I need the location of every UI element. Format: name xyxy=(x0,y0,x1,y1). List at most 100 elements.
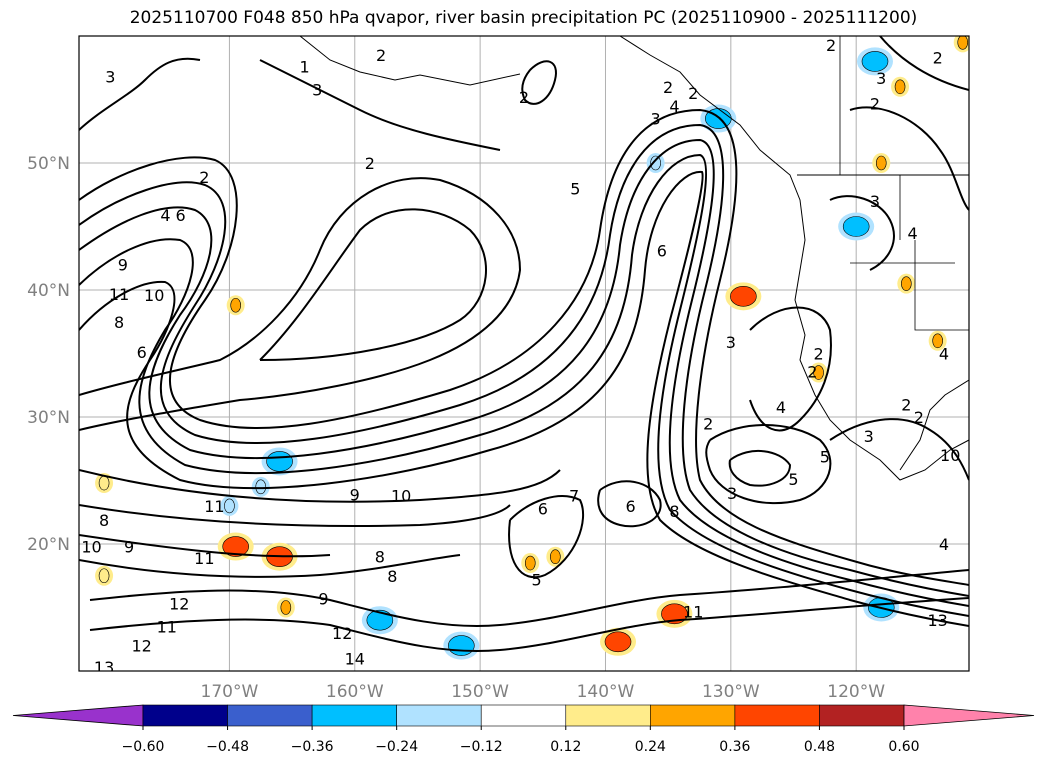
contour-label: 7 xyxy=(569,487,579,506)
lat-tick-label: 30°N xyxy=(27,408,70,428)
contour-label: 4 xyxy=(669,97,679,116)
precip-core xyxy=(266,451,293,472)
contour-line xyxy=(705,424,832,505)
precip-core xyxy=(842,216,870,237)
lon-tick-label: 160°W xyxy=(326,682,384,702)
lat-tick-label: 50°N xyxy=(27,154,70,174)
precip-blob xyxy=(600,627,637,656)
colorbar-tick-label: 0.60 xyxy=(888,739,919,755)
colorbar-tick-label: 0.12 xyxy=(550,739,581,755)
contour-label: 2 xyxy=(826,36,836,55)
precip-blob xyxy=(361,606,398,635)
contour-label: 2 xyxy=(901,395,911,414)
contour-label: 12 xyxy=(169,595,189,614)
precip-core xyxy=(524,555,536,571)
contour-label: 8 xyxy=(387,567,397,586)
precip-core xyxy=(448,635,475,656)
colorbar-bin xyxy=(142,704,228,727)
contour-label: 4 xyxy=(160,206,170,225)
contour-label: 3 xyxy=(651,110,661,129)
contour-label: 6 xyxy=(625,497,635,516)
precip-blob xyxy=(276,597,295,618)
colorbar-tick-label: −0.48 xyxy=(206,739,249,755)
precip-core xyxy=(366,609,394,631)
contour-line xyxy=(728,449,792,487)
latitude-tick-labels: 50°N 40°N 30°N 20°N xyxy=(27,154,70,555)
precip-blob xyxy=(897,273,916,294)
colorbar-tick-label: 0.48 xyxy=(804,739,835,755)
precip-core xyxy=(957,36,969,50)
west-coast xyxy=(619,36,969,481)
chart-title: 2025110700 F048 850 hPa qvapor, river ba… xyxy=(129,8,918,28)
contour-line xyxy=(79,554,461,578)
contour-label: 4 xyxy=(776,398,786,417)
precip-blob xyxy=(95,473,114,494)
contour-label: 4 xyxy=(939,345,949,364)
precip-core xyxy=(98,568,110,584)
baja-coast xyxy=(899,379,969,471)
longitude-tick-labels: 170°W 160°W 150°W 140°W 130°W 120°W xyxy=(201,682,886,702)
lon-tick-label: 170°W xyxy=(201,682,259,702)
colorbar-bin xyxy=(396,704,482,727)
colorbar-tick-label: −0.12 xyxy=(460,739,503,755)
contour-label: 3 xyxy=(726,333,736,352)
contour-label: 11 xyxy=(109,285,129,304)
precip-blob xyxy=(856,47,893,76)
contour-label: 5 xyxy=(820,447,830,466)
contour-label: 10 xyxy=(81,538,101,557)
contour-label: 2 xyxy=(914,408,924,427)
colorbar-bin xyxy=(480,704,567,727)
contour-line xyxy=(79,469,561,503)
precip-core xyxy=(98,475,110,491)
contour-label: 2 xyxy=(365,154,375,173)
contour-line xyxy=(79,138,969,607)
contour-label: 3 xyxy=(727,484,737,503)
contour-label: 10 xyxy=(391,487,411,506)
contour-label: 4 xyxy=(907,224,917,243)
colorbar-bin xyxy=(734,704,820,727)
contour-line xyxy=(79,57,201,131)
contour-label: 6 xyxy=(137,343,147,362)
contour-label: 3 xyxy=(312,80,322,99)
contour-line xyxy=(521,60,557,105)
precip-blob xyxy=(521,553,540,574)
contour-label: 13 xyxy=(94,658,114,677)
precip-blob xyxy=(251,476,270,497)
colorbar-bin xyxy=(565,704,651,727)
contour-line xyxy=(879,36,969,91)
coastlines xyxy=(299,36,969,481)
precip-core xyxy=(813,365,824,380)
contour-line xyxy=(749,306,832,432)
precip-blob xyxy=(872,153,891,173)
qvapor-contours xyxy=(79,36,969,652)
alaska-coast xyxy=(299,36,521,86)
lon-tick-label: 150°W xyxy=(451,682,509,702)
precip-blob xyxy=(226,295,245,316)
contour-line xyxy=(79,153,969,617)
precip-blob xyxy=(546,546,565,567)
map-frame xyxy=(78,35,970,672)
contour-line xyxy=(79,504,511,527)
contour-label: 2 xyxy=(933,49,943,68)
precip-blob xyxy=(646,153,665,173)
colorbar-tick-label: 0.36 xyxy=(719,739,750,755)
contour-label: 5 xyxy=(531,571,541,590)
precip-blob xyxy=(220,495,239,516)
precip-core xyxy=(875,155,887,171)
precip-blob xyxy=(953,36,969,53)
precip-core xyxy=(604,631,632,653)
contour-label: 2 xyxy=(519,88,529,107)
contour-label: 1 xyxy=(300,57,310,76)
contour-label: 11 xyxy=(194,549,214,568)
contour-label: 2 xyxy=(703,414,713,433)
contour-line xyxy=(508,495,585,578)
contour-label: 2 xyxy=(199,168,209,187)
contour-line xyxy=(89,569,969,627)
colorbar: −0.60 −0.48 −0.36 −0.24 −0.12 0.12 0.24 0.36 0.4… xyxy=(12,704,1035,755)
contour-label: 9 xyxy=(118,256,128,275)
contour-line xyxy=(597,480,662,528)
contour-line xyxy=(79,177,522,431)
colorbar-bin xyxy=(311,704,397,727)
colorbar-extend-max xyxy=(903,704,1035,727)
